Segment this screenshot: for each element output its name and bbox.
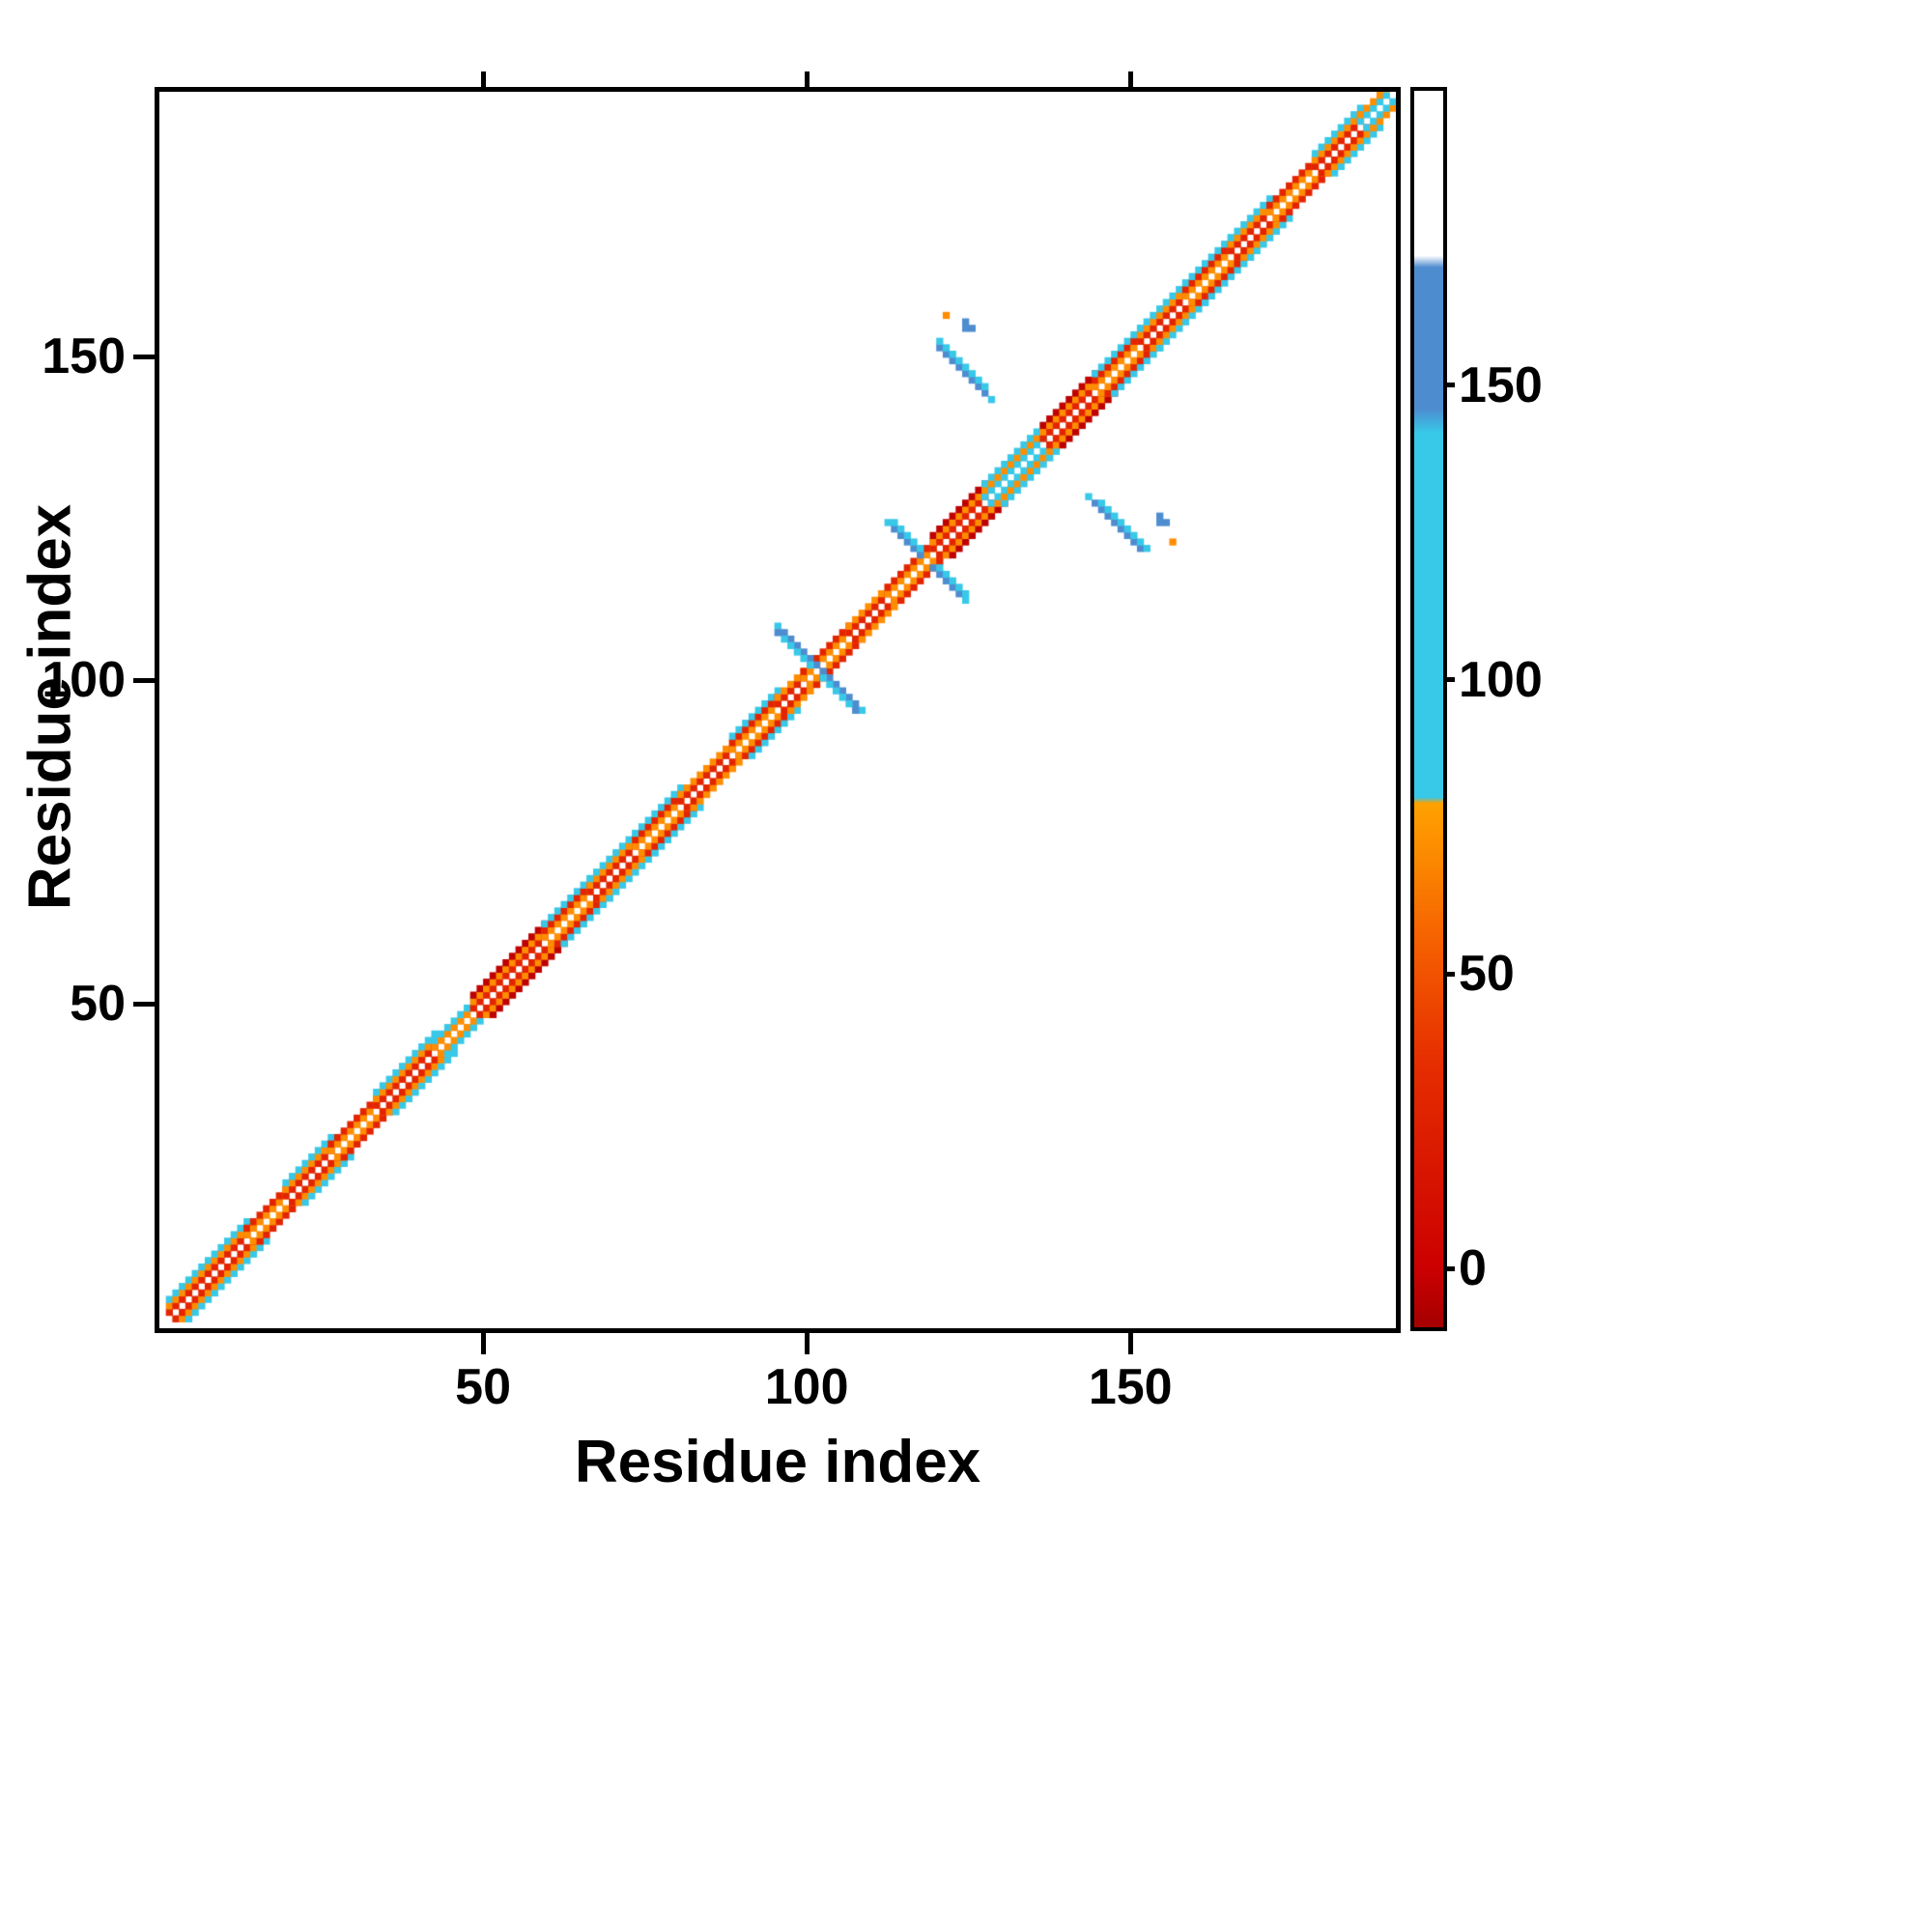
colorbar-tick-label: 150: [1459, 356, 1543, 413]
colorbar-frame: [1410, 87, 1447, 1331]
colorbar-tick-label: 0: [1459, 1240, 1487, 1297]
y-tick-label: 50: [70, 975, 126, 1032]
x-tick-label: 50: [455, 1359, 511, 1415]
x-tick-top: [804, 71, 810, 87]
x-tick-label: 100: [764, 1359, 849, 1415]
x-tick: [480, 1333, 486, 1354]
colorbar-tick: [1443, 383, 1455, 388]
y-tick: [133, 678, 155, 684]
colorbar-tick-label: 50: [1459, 946, 1515, 1003]
colorbar-tick: [1443, 971, 1455, 977]
colorbar-tick: [1443, 1265, 1455, 1271]
contact-map-canvas: [159, 92, 1396, 1328]
x-axis-title: Residue index: [574, 1429, 981, 1495]
x-tick: [804, 1333, 810, 1354]
x-tick: [1127, 1333, 1133, 1354]
colorbar-tick-label: 100: [1459, 651, 1543, 708]
y-tick: [133, 355, 155, 360]
colorbar-tick: [1443, 677, 1455, 683]
x-tick-top: [480, 71, 486, 87]
x-tick-label: 150: [1088, 1359, 1173, 1415]
y-tick-label: 150: [42, 327, 126, 384]
colorbar-canvas: [1414, 91, 1443, 1327]
plot-frame: [155, 87, 1401, 1333]
x-tick-top: [1127, 71, 1133, 87]
y-tick-label: 100: [42, 651, 126, 708]
y-tick: [133, 1002, 155, 1008]
